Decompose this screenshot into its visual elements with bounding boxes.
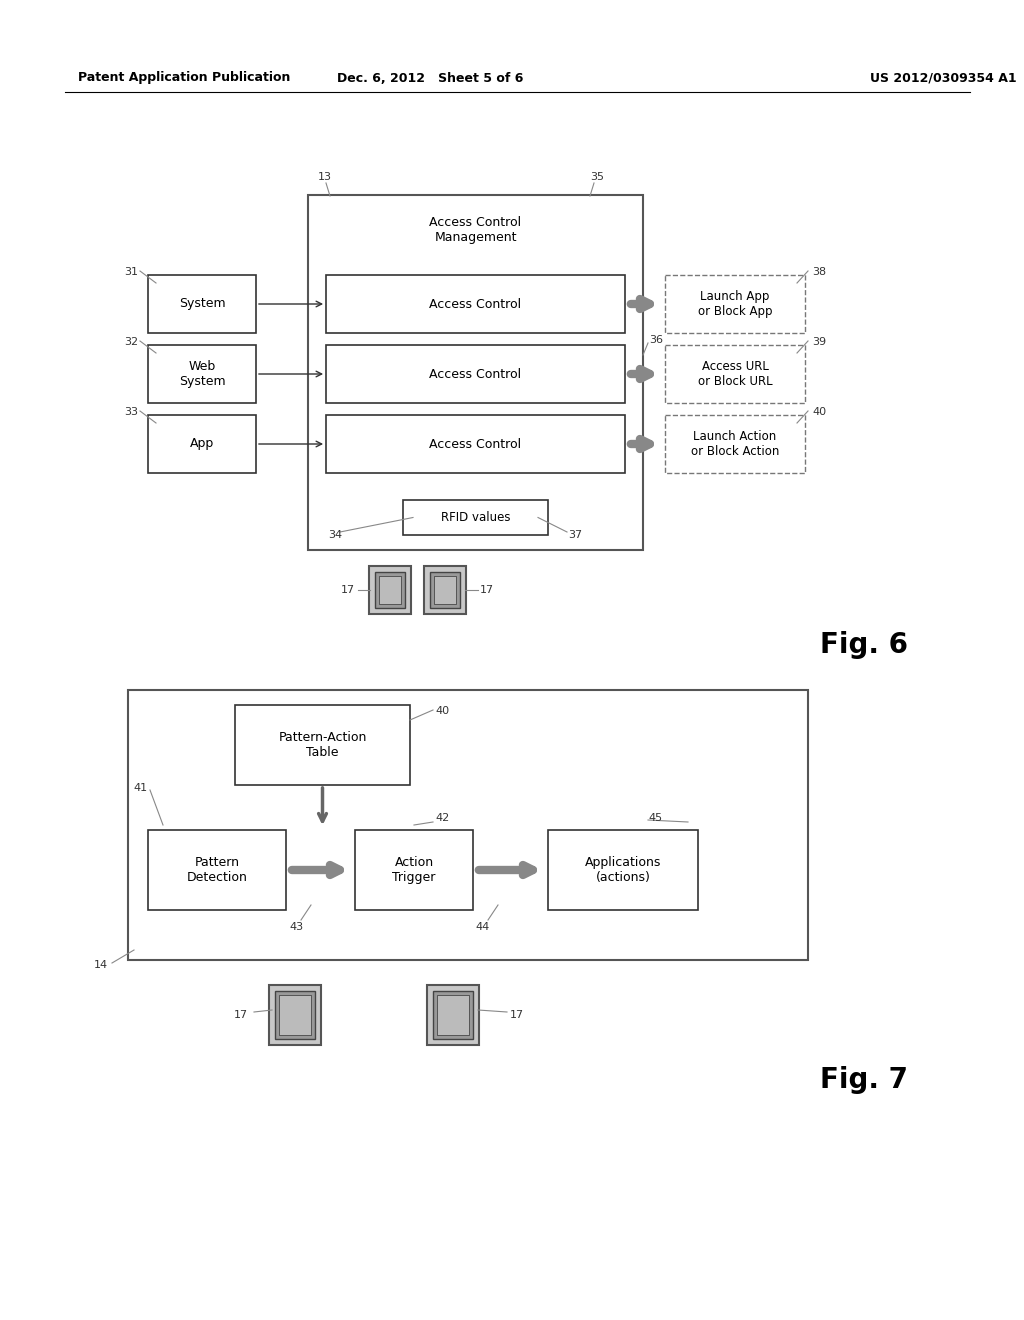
Bar [369,566,411,614]
Bar [148,414,256,473]
Text: 39: 39 [812,337,826,347]
Bar [279,995,311,1035]
Text: Fig. 7: Fig. 7 [820,1067,908,1094]
Bar [433,991,473,1039]
Text: 41: 41 [134,783,148,793]
Text: 43: 43 [289,921,303,932]
Text: Access URL
or Block URL: Access URL or Block URL [697,360,772,388]
Text: Dec. 6, 2012   Sheet 5 of 6: Dec. 6, 2012 Sheet 5 of 6 [337,71,523,84]
Bar [375,572,406,609]
Text: 31: 31 [124,267,138,277]
Text: 40: 40 [435,706,450,715]
Bar [326,414,625,473]
Bar [403,500,548,535]
Bar [269,985,321,1045]
Text: 37: 37 [568,531,582,540]
Bar [148,830,286,909]
Text: App: App [189,437,214,450]
Text: Fig. 6: Fig. 6 [820,631,908,659]
Text: System: System [178,297,225,310]
Bar [665,345,805,403]
Text: RFID values: RFID values [440,511,510,524]
Bar [308,195,643,550]
Bar [355,830,473,909]
Text: Access Control: Access Control [429,367,521,380]
Bar [148,275,256,333]
Text: 40: 40 [812,407,826,417]
Text: 32: 32 [124,337,138,347]
Text: 36: 36 [649,335,663,345]
Text: 33: 33 [124,407,138,417]
Text: Access Control: Access Control [429,297,521,310]
Text: 13: 13 [318,172,332,182]
Bar [128,690,808,960]
Bar [148,345,256,403]
Text: 17: 17 [480,585,495,595]
Text: 17: 17 [233,1010,248,1020]
Bar [437,995,469,1035]
Text: 14: 14 [94,960,108,970]
Text: Access Control
Management: Access Control Management [429,216,521,244]
Text: US 2012/0309354 A1: US 2012/0309354 A1 [870,71,1017,84]
Bar [326,275,625,333]
Text: Patent Application Publication: Patent Application Publication [78,71,291,84]
Text: 34: 34 [328,531,342,540]
Bar [434,576,456,605]
Text: 44: 44 [476,921,490,932]
Bar [379,576,401,605]
Text: Launch Action
or Block Action: Launch Action or Block Action [691,430,779,458]
Text: Applications
(actions): Applications (actions) [585,855,662,884]
Text: 38: 38 [812,267,826,277]
Bar [275,991,315,1039]
Bar [665,414,805,473]
Bar [548,830,698,909]
Text: 45: 45 [648,813,663,822]
Bar [665,275,805,333]
Bar [430,572,460,609]
Text: Access Control: Access Control [429,437,521,450]
Text: Pattern-Action
Table: Pattern-Action Table [279,731,367,759]
Text: Pattern
Detection: Pattern Detection [186,855,248,884]
Text: Web
System: Web System [178,360,225,388]
Bar [424,566,466,614]
Bar [326,345,625,403]
Text: 42: 42 [435,813,450,822]
Text: Action
Trigger: Action Trigger [392,855,435,884]
Text: 35: 35 [590,172,604,182]
Text: 17: 17 [341,585,355,595]
Bar [427,985,479,1045]
Bar [234,705,410,785]
Text: Launch App
or Block App: Launch App or Block App [697,290,772,318]
Text: 17: 17 [510,1010,524,1020]
